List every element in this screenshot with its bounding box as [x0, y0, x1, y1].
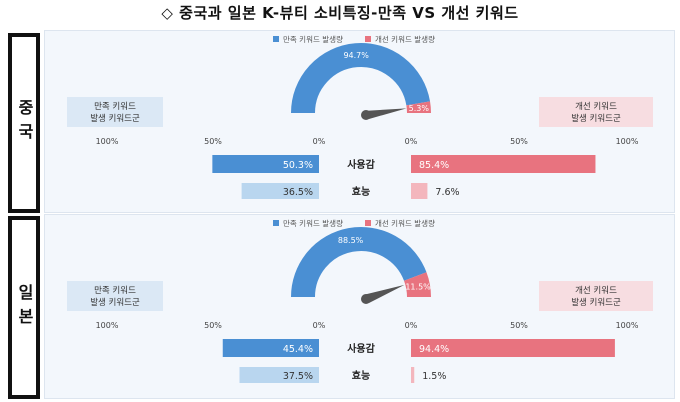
page-title: ◇ 중국과 일본 K-뷰티 소비특징-만족 VS 개선 키워드	[161, 4, 519, 22]
country-label-china: 중국	[8, 33, 40, 213]
axis-tick-label: 0%	[405, 321, 418, 330]
axis-tick-label: 100%	[96, 137, 119, 146]
legend-label-satisfy: 만족 키워드 발생량	[283, 34, 343, 44]
bar-label-satisfy: 45.4%	[283, 344, 313, 355]
bar-satisfy	[212, 155, 319, 173]
bar-improve	[411, 183, 428, 199]
category-label: 효능	[352, 185, 370, 198]
legend-swatch-improve	[365, 220, 371, 226]
bar-label-improve: 7.6%	[435, 187, 459, 198]
legend-swatch-improve	[365, 36, 371, 42]
axis-tick-label: 100%	[616, 137, 639, 146]
gauge-arc-improve	[406, 101, 431, 114]
bar-satisfy	[241, 183, 319, 199]
satisfy-box-line1: 만족 키워드	[94, 102, 136, 112]
category-label: 사용감	[347, 342, 375, 355]
category-label: 사용감	[347, 158, 375, 171]
bar-satisfy	[222, 339, 319, 357]
axis-tick-label: 50%	[510, 321, 528, 330]
country-label-japan: 일본	[8, 216, 40, 399]
axis-tick-label: 100%	[96, 321, 119, 330]
improve-box-line2: 발생 키워드군	[571, 297, 621, 308]
improve-box-line2: 발생 키워드군	[571, 113, 621, 124]
axis-tick-label: 0%	[313, 321, 326, 330]
axis-tick-label: 0%	[313, 137, 326, 146]
bar-label-satisfy: 37.5%	[283, 371, 313, 382]
gauge-arc-satisfy	[291, 227, 427, 298]
legend-label-improve: 개선 키워드 발생량	[375, 218, 435, 228]
gauge-needle-hub	[361, 294, 371, 304]
satisfy-keyword-box	[67, 281, 163, 311]
gauge-needle	[363, 284, 405, 303]
axis-tick-label: 50%	[204, 137, 222, 146]
legend-swatch-satisfy	[273, 220, 279, 226]
improve-box-line1: 개선 키워드	[575, 285, 617, 296]
gauge-arc-satisfy	[291, 43, 431, 114]
axis-tick-label: 50%	[510, 137, 528, 146]
gauge-arc-improve	[403, 272, 431, 298]
satisfy-box-line2: 발생 키워드군	[90, 113, 140, 124]
bar-label-satisfy: 50.3%	[283, 160, 313, 171]
bar-improve	[411, 367, 415, 383]
legend-swatch-satisfy	[273, 36, 279, 42]
legend-label-improve: 개선 키워드 발생량	[375, 34, 435, 44]
legend-label-satisfy: 만족 키워드 발생량	[283, 218, 343, 228]
chart-panel-japan: 만족 키워드 발생량 개선 키워드 발생량 88.5% 11.5% 만족 키워드 발생 키…	[44, 214, 675, 399]
bar-label-satisfy: 36.5%	[283, 187, 313, 198]
bar-improve	[411, 155, 596, 173]
satisfy-box-line1: 만족 키워드	[94, 286, 136, 296]
satisfy-keyword-box	[67, 97, 163, 127]
improve-keyword-box	[539, 97, 653, 127]
gauge-label-improve: 5.3%	[409, 104, 430, 113]
bar-label-improve: 1.5%	[422, 371, 446, 382]
axis-tick-label: 0%	[405, 137, 418, 146]
bar-label-improve: 94.4%	[419, 344, 449, 355]
bar-satisfy	[239, 367, 319, 383]
category-label: 효능	[352, 369, 370, 382]
satisfy-box-line2: 발생 키워드군	[90, 297, 140, 308]
axis-tick-label: 100%	[616, 321, 639, 330]
gauge-label-satisfy: 94.7%	[343, 51, 369, 60]
gauge-label-improve: 11.5%	[405, 283, 431, 292]
gauge-needle	[363, 108, 407, 119]
improve-keyword-box	[539, 281, 653, 311]
gauge-label-satisfy: 88.5%	[338, 236, 364, 245]
improve-box-line1: 개선 키워드	[575, 101, 617, 112]
chart-panel-china: 만족 키워드 발생량 개선 키워드 발생량 94.7% 5.3% 만족 키워드 발생 키워…	[44, 30, 675, 213]
gauge-needle-hub	[361, 110, 371, 120]
bar-improve	[411, 339, 615, 357]
axis-tick-label: 50%	[204, 321, 222, 330]
bar-label-improve: 85.4%	[419, 160, 449, 171]
